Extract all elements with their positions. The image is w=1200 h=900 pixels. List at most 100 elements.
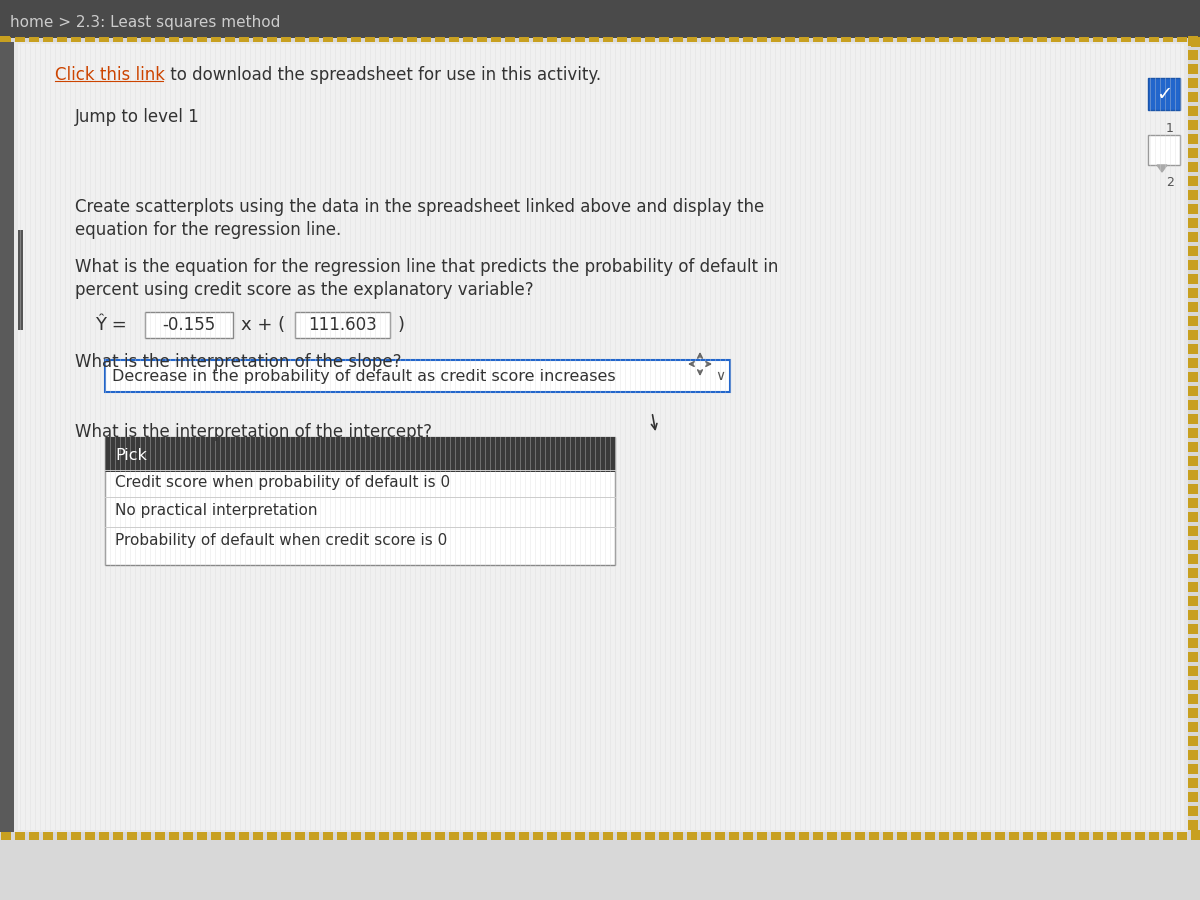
Bar [785,37,796,47]
Bar [155,830,166,840]
Bar [1188,134,1198,144]
Bar [1188,148,1198,158]
Bar [0,260,10,270]
Bar [1188,820,1198,830]
Bar [1188,106,1198,116]
Bar [911,830,922,840]
Bar [1188,302,1198,312]
Text: Ŷ =: Ŷ = [95,316,132,334]
Bar [226,830,235,840]
Bar [239,37,250,47]
Bar [127,830,137,840]
Bar [197,830,208,840]
Bar [463,37,473,47]
Bar [757,830,767,840]
Text: Credit score when probability of default is 0: Credit score when probability of default… [115,475,450,491]
Bar [547,37,557,47]
Bar [898,830,907,840]
Bar [0,288,10,298]
Bar [953,37,964,47]
Bar [0,162,10,172]
Bar [533,830,542,840]
Bar [1121,37,1132,47]
Bar [29,37,38,47]
Bar [1188,624,1198,634]
Bar [491,37,502,47]
Bar [1188,78,1198,88]
Bar [1188,792,1198,802]
Bar [0,736,10,746]
Bar [85,37,95,47]
Bar [646,37,655,47]
Bar [1188,764,1198,774]
Bar [0,526,10,536]
Bar [0,820,10,830]
Bar [407,37,418,47]
Bar [0,302,10,312]
Bar [0,540,10,550]
Bar [715,830,725,840]
Bar [1150,37,1159,47]
Bar [281,830,292,840]
Text: 2: 2 [1166,176,1174,190]
Bar [142,37,151,47]
Bar [337,37,347,47]
Bar [1188,288,1198,298]
Bar [281,37,292,47]
Bar [1150,830,1159,840]
Bar [0,694,10,704]
Bar [0,750,10,760]
Bar [562,830,571,840]
Bar [1188,638,1198,648]
Bar [463,830,473,840]
Bar [1188,218,1198,228]
Bar [646,830,655,840]
Bar [911,37,922,47]
Bar [1188,582,1198,592]
Bar [226,37,235,47]
Bar [239,830,250,840]
Bar [940,830,949,840]
Bar [1188,400,1198,410]
Bar [0,344,10,354]
Bar [1188,120,1198,130]
Bar [295,312,390,338]
Text: Probability of default when credit score is 0: Probability of default when credit score… [115,533,448,547]
Bar [491,830,502,840]
Bar [715,37,725,47]
Bar [0,64,10,74]
Bar [1037,37,1046,47]
Bar [533,37,542,47]
Bar [841,37,851,47]
Bar [0,554,10,564]
Bar [0,582,10,592]
Bar [18,230,23,330]
Text: x + (: x + ( [241,316,286,334]
Bar [1188,372,1198,382]
Bar [617,37,628,47]
Bar [883,830,893,840]
Bar [85,830,95,840]
Bar [814,37,823,47]
Bar [1108,37,1117,47]
Bar [953,830,964,840]
Bar [1,830,11,840]
Bar [772,37,781,47]
Bar [1066,830,1075,840]
Text: Decrease in the probability of default as credit score increases: Decrease in the probability of default a… [112,368,616,383]
Bar [1188,414,1198,424]
Bar [1163,37,1174,47]
Bar [1093,830,1103,840]
Bar [379,37,389,47]
Bar [686,830,697,840]
Bar [631,37,641,47]
Bar [0,722,10,732]
Bar [869,37,878,47]
Bar [43,830,53,840]
Bar [0,666,10,676]
Bar [295,830,305,840]
Bar [98,830,109,840]
Bar [421,830,431,840]
Bar [0,246,10,256]
Polygon shape [1157,165,1166,172]
